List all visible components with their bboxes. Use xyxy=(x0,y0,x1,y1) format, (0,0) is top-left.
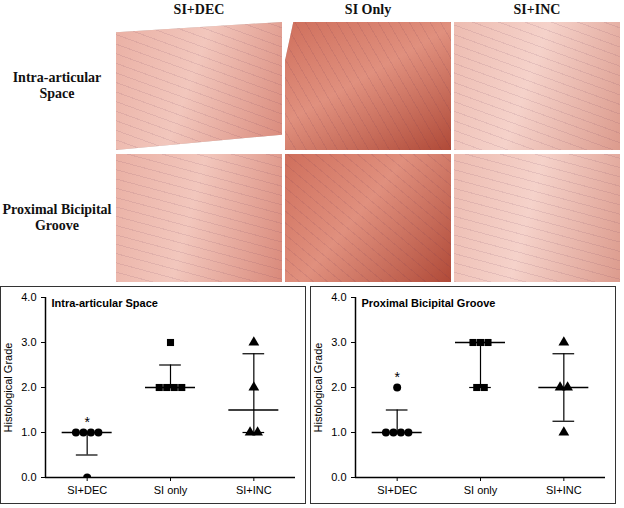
svg-text:0.0: 0.0 xyxy=(21,471,36,483)
svg-text:SI+INC: SI+INC xyxy=(236,484,272,496)
html-text:Intra-articular Space: Intra-articular Space xyxy=(12,70,102,101)
svg-text:SI+DEC: SI+DEC xyxy=(377,484,417,496)
html-text:SI+DEC: SI+DEC xyxy=(173,2,225,17)
svg-text:SI+DEC: SI+DEC xyxy=(67,484,107,496)
svg-text:Histological Grade: Histological Grade xyxy=(312,343,324,433)
svg-text:*: * xyxy=(84,414,90,430)
svg-text:Proximal Bicipital Groove: Proximal Bicipital Groove xyxy=(362,297,496,309)
svg-text:4.0: 4.0 xyxy=(21,291,36,303)
svg-text:0.0: 0.0 xyxy=(331,471,346,483)
svg-text:SI only: SI only xyxy=(154,484,188,496)
svg-text:1.0: 1.0 xyxy=(21,426,36,438)
svg-text:SI+INC: SI+INC xyxy=(546,484,582,496)
svg-text:3.0: 3.0 xyxy=(331,336,346,348)
svg-text:SI only: SI only xyxy=(464,484,498,496)
html-text:SI+INC: SI+INC xyxy=(513,2,561,17)
svg-text:4.0: 4.0 xyxy=(331,291,346,303)
svg-text:3.0: 3.0 xyxy=(21,336,36,348)
svg-text:2.0: 2.0 xyxy=(21,381,36,393)
svg-text:Intra-articular Space: Intra-articular Space xyxy=(52,297,158,309)
svg-text:Histological Grade: Histological Grade xyxy=(2,343,14,433)
html-text:SI Only: SI Only xyxy=(344,2,392,17)
svg-text:2.0: 2.0 xyxy=(331,381,346,393)
svg-text:1.0: 1.0 xyxy=(331,426,346,438)
html-text:Proximal Bicipital Groove: Proximal Bicipital Groove xyxy=(2,202,112,233)
svg-text:*: * xyxy=(394,369,400,385)
